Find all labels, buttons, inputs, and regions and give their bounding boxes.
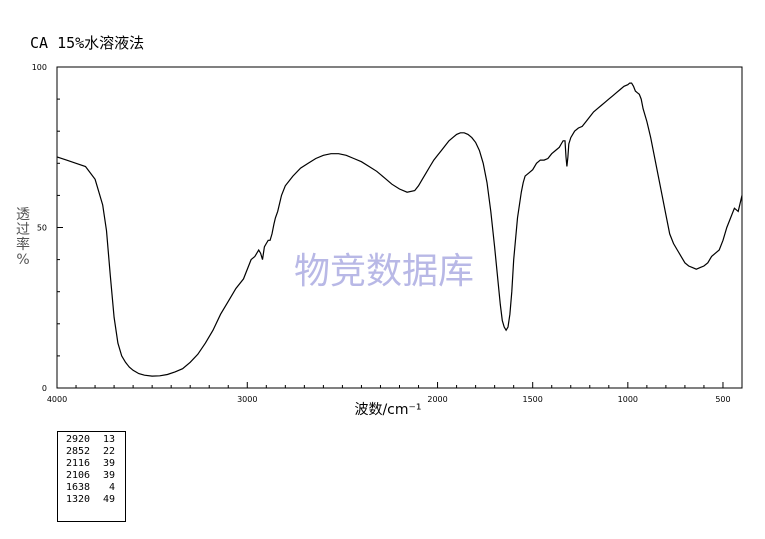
y-tick-label: 50: [37, 224, 47, 233]
peak-row: 2106 39: [58, 470, 125, 482]
y-axis-label-char: 过: [16, 222, 30, 238]
plot-frame: [56, 66, 743, 389]
peak-row: 2116 39: [58, 458, 125, 470]
x-tick-label: 3000: [237, 395, 257, 404]
peak-row: 2920 13: [58, 434, 125, 446]
peak-wavenumber: 1638: [66, 482, 91, 493]
peak-transmittance: 49: [102, 494, 115, 505]
x-tick-label: 4000: [47, 395, 67, 404]
peak-row: 1638 4: [58, 482, 125, 494]
peak-transmittance: 4: [108, 482, 115, 493]
peak-transmittance: 39: [102, 458, 115, 469]
peak-transmittance: 22: [102, 446, 115, 457]
peak-table: 2920 13 2852 22 2116 39 2106 39 1638 4 1320 49: [57, 431, 126, 522]
watermark-text: 物竞数据库: [294, 251, 474, 292]
transmittance-curve: [56, 82, 743, 377]
x-tick-label: 2000: [427, 395, 447, 404]
x-tick-label: 500: [715, 395, 730, 404]
x-axis-label: 波数/cm⁻¹: [354, 402, 421, 418]
peak-wavenumber: 2852: [66, 446, 91, 457]
x-tick-label: 1000: [618, 395, 638, 404]
y-tick-label: 0: [42, 384, 47, 393]
x-tick-label: 1500: [523, 395, 543, 404]
y-axis-label-char: %: [16, 252, 30, 268]
peak-transmittance: 39: [102, 470, 115, 481]
peak-row: 1320 49: [58, 494, 125, 506]
peak-row: 2852 22: [58, 446, 125, 458]
peak-transmittance: 13: [102, 434, 115, 445]
y-tick-label: 100: [32, 63, 47, 72]
chart-title: CA 15%水溶液法: [30, 34, 145, 52]
y-axis-label-char: 透: [16, 207, 30, 223]
peak-wavenumber: 2116: [66, 458, 91, 469]
peak-wavenumber: 2920: [66, 434, 91, 445]
peak-wavenumber: 1320: [66, 494, 91, 505]
y-axis-label-char: 率: [16, 237, 30, 253]
y-axis-label: 透过率%: [14, 208, 32, 268]
peak-wavenumber: 2106: [66, 470, 91, 481]
